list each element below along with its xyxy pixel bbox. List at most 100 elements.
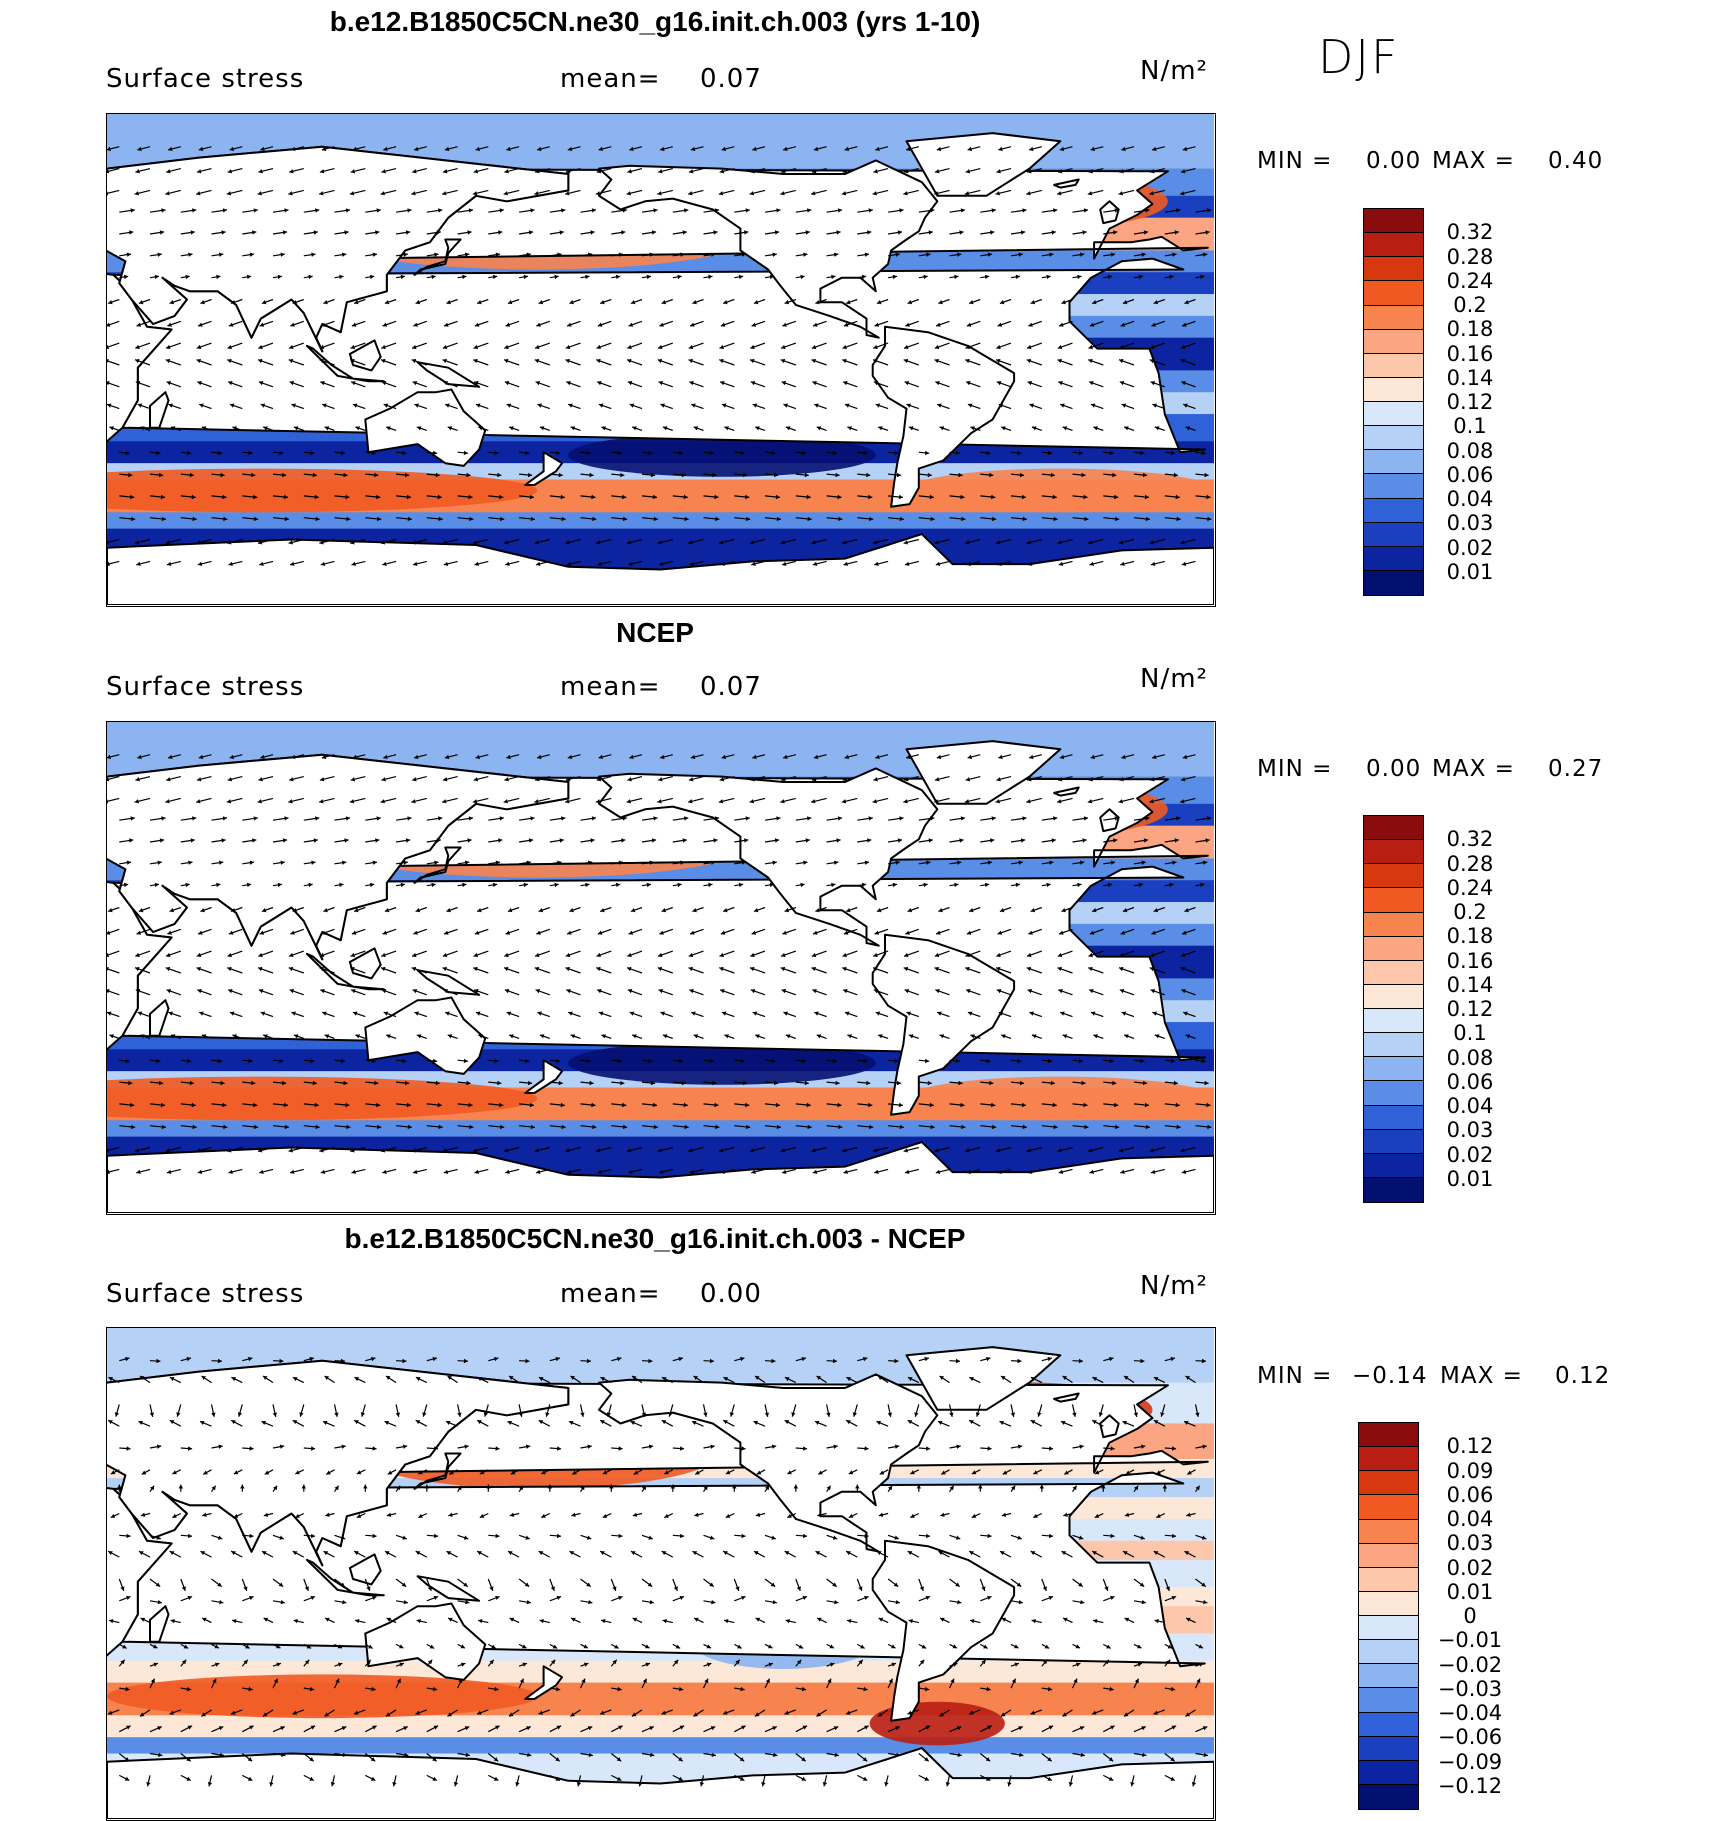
colorbar-segment [1359,1664,1418,1688]
colorbar-segment [1364,864,1423,888]
colorbar-segment [1364,985,1423,1009]
colorbar-segment [1359,1785,1418,1809]
colorbar-segment [1364,816,1423,840]
colorbar-segment [1364,354,1423,378]
colorbar-tick-label: 0.32 [1430,827,1510,851]
mean-label: mean= [560,64,661,94]
colorbar-segment [1359,1688,1418,1712]
colorbar-tick-label: 0.14 [1430,973,1510,997]
colorbar-segment [1364,1057,1423,1081]
map-svg [107,1328,1214,1819]
variable-label: Surface stress [106,672,304,702]
colorbar-tick-label: 0 [1425,1604,1515,1628]
colorbar-tick-label: 0.02 [1425,1556,1515,1580]
colorbar-tick-label: 0.01 [1430,560,1510,584]
colorbar-tick-label: 0.02 [1430,536,1510,560]
min-label: MIN = [1257,148,1332,174]
mean-label: mean= [560,672,661,702]
mean-label: mean= [560,1279,661,1309]
colorbar-tick-label: 0.06 [1430,1070,1510,1094]
colorbar-tick-label: −0.09 [1425,1750,1515,1774]
colorbar-tick-label: −0.12 [1425,1774,1515,1798]
map-svg [107,722,1214,1213]
colorbar-tick-label: −0.01 [1425,1628,1515,1652]
colorbar-segment [1364,888,1423,912]
mean-value: 0.07 [700,672,762,702]
colorbar-segment [1359,1471,1418,1495]
colorbar-tick-label: 0.32 [1430,220,1510,244]
season-label: DJF [1318,30,1399,84]
colorbar-tick-label: 0.16 [1430,342,1510,366]
colorbar-segment [1364,961,1423,985]
colorbar-tick-label: 0.04 [1430,487,1510,511]
colorbar-tick-label: 0.18 [1430,924,1510,948]
colorbar-tick-label: 0.12 [1430,997,1510,1021]
colorbar [1358,1422,1419,1810]
colorbar-segment [1364,547,1423,571]
panel-title: b.e12.B1850C5CN.ne30_g16.init.ch.003 - N… [0,1223,1310,1255]
panel-title: b.e12.B1850C5CN.ne30_g16.init.ch.003 (yr… [0,6,1310,38]
field-blob [107,1674,538,1718]
colorbar-segment [1364,281,1423,305]
field-band [107,1737,1214,1754]
colorbar-segment [1364,474,1423,498]
min-label: MIN = [1257,756,1332,782]
variable-label: Surface stress [106,1279,304,1309]
colorbar-tick-label: −0.04 [1425,1701,1515,1725]
colorbar-tick-label: 0.28 [1430,852,1510,876]
colorbar-tick-label: 0.04 [1430,1094,1510,1118]
colorbar-segment [1359,1544,1418,1568]
colorbar-segment [1364,1130,1423,1154]
min-value: 0.00 [1366,148,1421,174]
colorbar-segment [1359,1568,1418,1592]
colorbar-segment [1359,1447,1418,1471]
colorbar [1363,815,1424,1203]
colorbar-segment [1364,330,1423,354]
field-blob [907,469,1215,513]
colorbar-tick-label: 0.16 [1430,949,1510,973]
variable-label: Surface stress [106,64,304,94]
colorbar-segment [1359,1592,1418,1616]
panel-title: NCEP [0,617,1310,649]
colorbar-segment [1364,426,1423,450]
colorbar-segment [1364,306,1423,330]
colorbar-tick-label: 0.08 [1430,439,1510,463]
units-label: N/m² [1140,664,1208,694]
colorbar-segment [1364,233,1423,257]
max-label: MAX = [1432,148,1515,174]
colorbar-tick-label: 0.1 [1430,414,1510,438]
colorbar-tick-label: 0.18 [1430,317,1510,341]
min-value: −0.14 [1352,1363,1427,1389]
min-value: 0.00 [1366,756,1421,782]
max-label: MAX = [1432,756,1515,782]
colorbar-segment [1364,209,1423,233]
colorbar-tick-label: 0.01 [1425,1580,1515,1604]
colorbar-segment [1364,257,1423,281]
map-svg [107,114,1214,605]
colorbar-tick-label: 0.14 [1430,366,1510,390]
colorbar-tick-label: 0.28 [1430,245,1510,269]
colorbar-segment [1364,571,1423,595]
colorbar-tick-label: 0.02 [1430,1143,1510,1167]
colorbar-segment [1364,499,1423,523]
colorbar-tick-label: 0.01 [1430,1167,1510,1191]
colorbar-segment [1359,1737,1418,1761]
colorbar-tick-label: −0.03 [1425,1677,1515,1701]
colorbar-segment [1359,1640,1418,1664]
colorbar-segment [1364,1081,1423,1105]
colorbar-segment [1359,1520,1418,1544]
colorbar-tick-label: 0.2 [1430,293,1510,317]
max-value: 0.40 [1548,148,1603,174]
colorbar-segment [1364,1106,1423,1130]
colorbar-tick-label: 0.03 [1425,1531,1515,1555]
colorbar-segment [1364,378,1423,402]
colorbar-segment [1364,523,1423,547]
colorbar-segment [1359,1713,1418,1737]
colorbar-segment [1364,1178,1423,1202]
colorbar-segment [1364,450,1423,474]
colorbar-tick-label: −0.06 [1425,1725,1515,1749]
colorbar-tick-label: 0.24 [1430,876,1510,900]
